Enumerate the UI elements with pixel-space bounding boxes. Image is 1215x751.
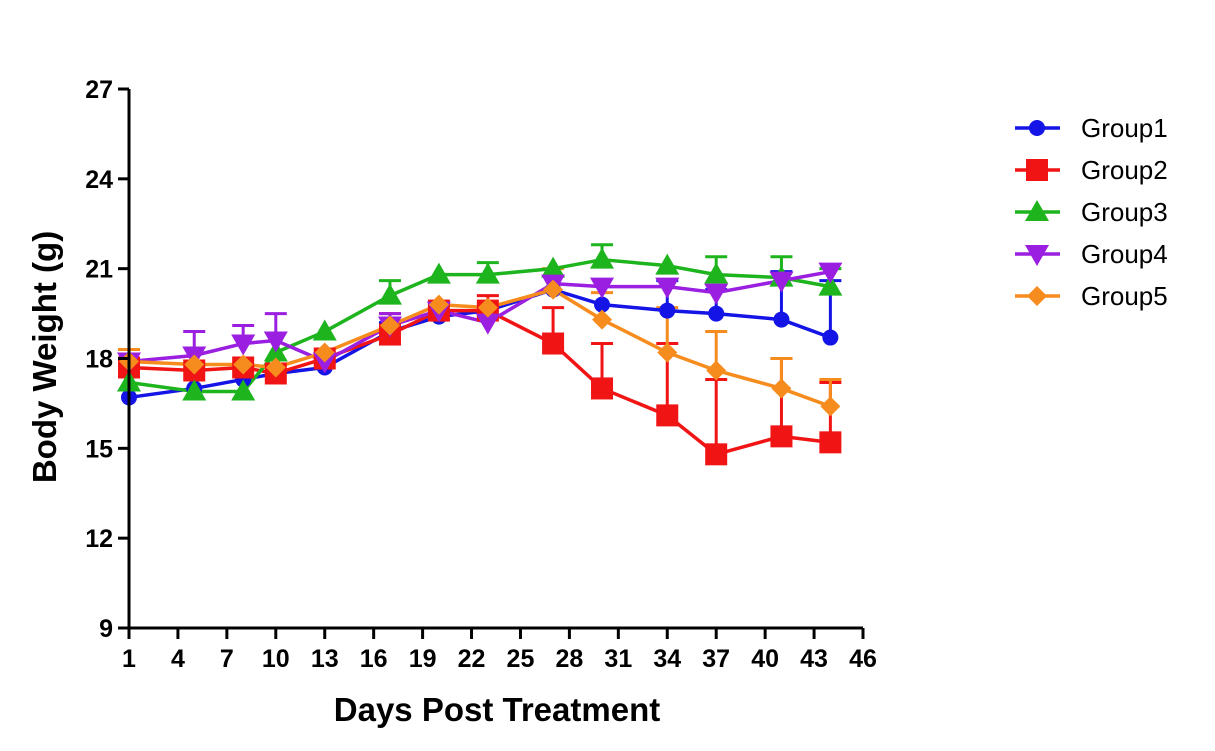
data-point-group3	[704, 262, 729, 284]
axes: 9 12 15 18 21 24 27 1 4 7 10 13 16 19 22 25 28 31 34 37 40 43…	[85, 76, 877, 673]
data-point-group1	[594, 296, 611, 313]
y-tick-label: 15	[85, 435, 113, 463]
data-point-group3	[475, 262, 500, 284]
data-point-group4	[475, 313, 500, 335]
data-point-group5	[477, 297, 498, 318]
x-tick-label: 28	[555, 645, 583, 673]
data-point-group4	[231, 334, 256, 356]
data-point-group2	[819, 431, 842, 454]
data-point-group3	[590, 247, 615, 269]
legend-label: Group1	[1081, 113, 1168, 143]
data-point-group4	[312, 352, 337, 374]
y-tick-label: 9	[99, 615, 113, 643]
y-tick-label: 24	[85, 166, 113, 194]
data-point-group5	[379, 315, 400, 336]
legend: Group1 Group2 Group3 Group4 Group5	[1015, 113, 1168, 311]
x-tick-label: 1	[122, 645, 136, 673]
y-axis-title: Body Weight (g)	[26, 231, 63, 483]
data-point-group4	[769, 271, 794, 293]
legend-marker	[1025, 200, 1049, 221]
data-point-group5	[820, 396, 841, 417]
data-point-group4	[655, 277, 680, 299]
x-tick-label: 22	[458, 645, 486, 673]
data-point-group4	[590, 277, 615, 299]
data-point-group3	[182, 379, 207, 401]
x-tick-label: 4	[171, 645, 185, 673]
data-point-group2	[591, 377, 614, 400]
data-point-group1	[708, 305, 725, 322]
x-tick-label: 7	[220, 645, 234, 673]
legend-label: Group4	[1081, 239, 1168, 269]
data-point-group5	[233, 354, 254, 375]
x-tick-label: 13	[311, 645, 339, 673]
data-point-group5	[592, 309, 613, 330]
data-point-group3	[231, 379, 256, 401]
data-point-group2	[656, 404, 679, 427]
x-tick-label: 43	[800, 645, 828, 673]
legend-marker	[1029, 120, 1045, 136]
data-point-group2	[542, 332, 565, 355]
x-tick-label: 40	[751, 645, 779, 673]
x-axis-title: Days Post Treatment	[334, 691, 660, 728]
x-tick-label: 19	[409, 645, 437, 673]
data-point-group2	[705, 443, 728, 466]
legend-label: Group3	[1081, 197, 1168, 227]
data-point-group3	[426, 262, 451, 284]
data-point-group3	[655, 253, 680, 275]
data-point-group5	[706, 360, 727, 381]
data-point-group3	[312, 319, 337, 341]
x-tick-label: 46	[849, 645, 877, 673]
x-tick-label: 16	[360, 645, 388, 673]
data-point-group1	[773, 311, 790, 328]
y-tick-label: 18	[85, 346, 113, 374]
legend-marker	[1026, 159, 1048, 181]
legend-label: Group2	[1081, 155, 1168, 185]
x-tick-label: 25	[507, 645, 535, 673]
y-tick-label: 21	[85, 256, 113, 284]
data-point-group5	[771, 378, 792, 399]
y-tick-label: 27	[85, 76, 113, 104]
legend-label: Group5	[1081, 281, 1168, 311]
data-point-group4	[263, 331, 288, 353]
data-markers	[117, 247, 843, 466]
data-point-group5	[428, 294, 449, 315]
data-point-group4	[818, 262, 843, 284]
x-tick-label: 37	[702, 645, 730, 673]
x-tick-label: 31	[604, 645, 632, 673]
data-point-group5	[314, 342, 335, 363]
data-point-group5	[657, 342, 678, 363]
x-tick-label: 34	[653, 645, 681, 673]
data-point-group1	[822, 329, 839, 346]
x-tick-label: 10	[262, 645, 290, 673]
data-point-group3	[541, 256, 566, 278]
data-point-group5	[184, 354, 205, 375]
data-point-group3	[377, 283, 402, 305]
data-point-group3	[818, 274, 843, 296]
legend-marker	[1025, 245, 1049, 266]
data-point-group5	[265, 357, 286, 378]
data-point-group4	[704, 283, 729, 305]
data-point-group5	[543, 279, 564, 300]
data-point-group2	[770, 425, 793, 448]
legend-marker	[1027, 286, 1047, 306]
data-point-group1	[659, 302, 676, 319]
y-tick-label: 12	[85, 525, 113, 553]
